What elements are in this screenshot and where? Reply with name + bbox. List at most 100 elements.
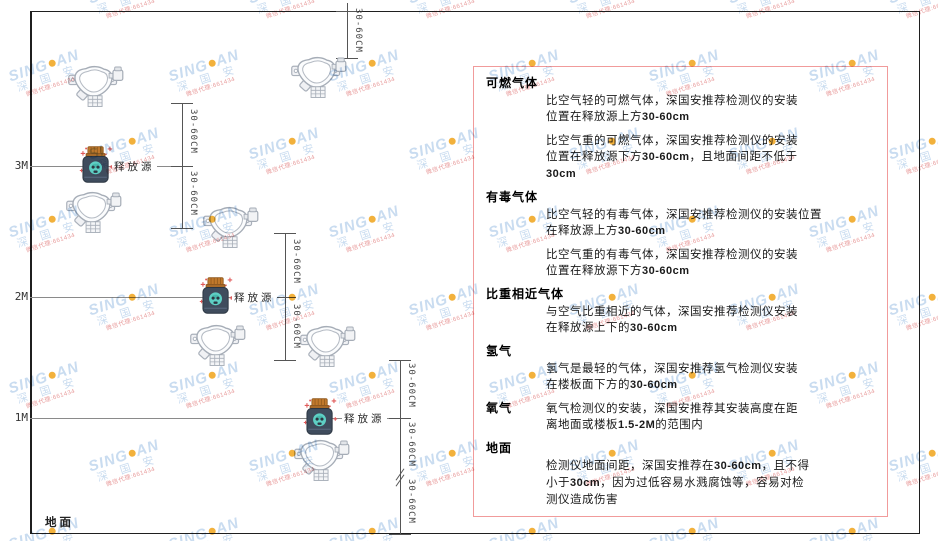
dimension-line [285, 233, 286, 360]
watermark-brand-left: SING [246, 0, 290, 7]
height-level-line [30, 297, 285, 298]
dimension-label: 30-60CM [291, 239, 301, 284]
section-text-line: 比空气轻的有毒气体，深国安推荐检测仪的安装位置 [546, 207, 822, 221]
dimension-tick [389, 418, 411, 419]
section-title: 可燃气体 [486, 76, 539, 90]
gas-detector-icon [203, 206, 259, 248]
panel-section: 可燃气体 比空气轻的可燃气体，深国安推荐检测仪的安装 位置在释放源上方30-60cm… [486, 75, 877, 182]
section-title: 地面 [486, 441, 513, 455]
dimension-line [182, 103, 183, 228]
section-paragraph: 氢气是最轻的气体，深国安推荐氢气检测仪安装 在楼板面下方的30-60cm [546, 360, 877, 393]
height-label: 3M [14, 159, 28, 172]
release-source-label: 释放源 [232, 290, 277, 305]
section-paragraph: 比空气轻的有毒气体，深国安推荐检测仪的安装位置 在释放源上方30-60cm [546, 206, 877, 239]
height-label: 2M [14, 290, 28, 303]
gas-detector-icon [294, 439, 350, 481]
dimension-line [400, 360, 401, 534]
gas-detector [203, 203, 259, 250]
gas-detector [294, 436, 350, 483]
section-text-line: 在释放源上方30-60cm [546, 223, 666, 237]
watermark-dot-icon [927, 292, 937, 302]
watermark-brand-right: AN [933, 436, 938, 461]
section-paragraph: 与空气比重相近的气体，深国安推荐检测仪安装 在释放源上下的30-60cm [546, 303, 877, 336]
watermark-brand-right: AN [933, 124, 938, 149]
section-text-line: 比空气轻的可燃气体，深国安推荐检测仪的安装 [546, 93, 798, 107]
dimension-tick [171, 228, 193, 229]
dimension-line [347, 3, 348, 59]
section-paragraph: 氧气检测仪的安装，深国安推荐其安装高度在距 离地面或楼板1.5-2M的范围内 [546, 400, 877, 433]
gas-detector-icon [190, 324, 246, 366]
section-text-line: 测仪造成伤害 [546, 492, 618, 506]
gas-detector [291, 53, 347, 100]
section-text-line: 氢气是最轻的气体，深国安推荐氢气检测仪安装 [546, 361, 798, 375]
section-text-line: 离地面或楼板1.5-2M的范围内 [546, 417, 704, 431]
section-text-line: 30cm [546, 168, 577, 180]
release-source [198, 276, 234, 318]
dimension-tick [336, 11, 358, 12]
gas-detector [300, 322, 356, 369]
info-panel: 可燃气体 比空气轻的可燃气体，深国安推荐检测仪的安装 位置在释放源上方30-60cm… [473, 66, 888, 517]
section-body: 比空气轻的有毒气体，深国安推荐检测仪的安装位置 在释放源上方30-60cm 比空气重… [546, 206, 877, 279]
dimension-tick [171, 166, 193, 167]
section-body: 检测仪地面间距，深国安推荐在30-60cm，且不得 小于30cm，因为过低容易水溅… [546, 457, 877, 507]
release-source-label: 释放源 [342, 411, 387, 426]
gas-detector-icon [300, 325, 356, 367]
section-title: 比重相近气体 [486, 287, 565, 301]
watermark-brand-right: AN [933, 280, 938, 305]
watermark-dot-icon [927, 136, 937, 146]
height-level-line [30, 418, 400, 419]
watermark-agent-text: 微信代理:661434 [0, 0, 7, 24]
gas-detector [66, 188, 122, 235]
section-body: 与空气比重相近的气体，深国安推荐检测仪安装 在释放源上下的30-60cm [546, 303, 877, 336]
gas-detector [190, 321, 246, 368]
gas-detector-icon [291, 56, 347, 98]
section-title: 氢气 [486, 344, 513, 358]
panel-section: 比重相近气体与空气比重相近的气体，深国安推荐检测仪安装 在释放源上下的30-60c… [486, 286, 877, 336]
gas-detector [68, 62, 124, 109]
watermark-brand-right: AN [0, 125, 1, 148]
section-text-line: 与空气比重相近的气体，深国安推荐检测仪安装 [546, 304, 798, 318]
section-text-line: 比空气重的可燃气体，深国安推荐检测仪的安装 [546, 133, 798, 147]
dimension-tick [389, 534, 411, 535]
watermark-cn-text: 深 国 安 [0, 0, 5, 18]
watermark-brand-right: AN [0, 437, 1, 460]
section-text-line: 比空气重的有毒气体，深国安推荐检测仪的安装 [546, 247, 798, 261]
dimension-label: 30-60CM [406, 479, 416, 524]
watermark-agent-text: 微信代理:661434 [0, 463, 7, 492]
section-body: 氧气检测仪的安装，深国安推荐其安装高度在距 离地面或楼板1.5-2M的范围内 [546, 400, 877, 433]
section-text-line: 位置在释放源上方30-60cm [546, 109, 690, 123]
watermark-brand-left: SING [886, 0, 930, 7]
section-text-line: 位置在释放源下方30-60cm [546, 263, 690, 277]
section-title: 氧气 [486, 401, 513, 415]
height-label: 1M [14, 411, 28, 424]
dimension-label: 30-60CM [406, 363, 416, 408]
watermark-brand-left: SING [406, 0, 450, 7]
panel-section: 有毒气体 比空气轻的有毒气体，深国安推荐检测仪的安装位置 在释放源上方30-60cm… [486, 189, 877, 279]
section-title: 有毒气体 [486, 190, 539, 204]
release-source-icon [79, 146, 114, 183]
panel-section: 氧气 氧气检测仪的安装，深国安推荐其安装高度在距 离地面或楼板1.5-2M的范围内 [486, 400, 877, 433]
dimension-tick [389, 360, 411, 361]
watermark-brand-left: SING [566, 0, 610, 7]
release-source-icon [199, 277, 234, 314]
section-paragraph: 比空气轻的可燃气体，深国安推荐检测仪的安装 位置在释放源上方30-60cm [546, 92, 877, 125]
dimension-label: 30-60CM [406, 422, 416, 467]
gas-detector-icon [66, 191, 122, 233]
section-text-line: 氧气检测仪的安装，深国安推荐其安装高度在距 [546, 401, 798, 415]
gas-detector-icon [68, 65, 124, 107]
release-source [78, 145, 114, 187]
section-paragraph: 比空气重的有毒气体，深国安推荐检测仪的安装 位置在释放源下方30-60cm [546, 246, 877, 279]
release-source-icon [303, 398, 338, 435]
dimension-label: 30-60CM [188, 109, 198, 154]
dimension-tick [274, 360, 296, 361]
ground-label: 地面 [45, 515, 74, 529]
